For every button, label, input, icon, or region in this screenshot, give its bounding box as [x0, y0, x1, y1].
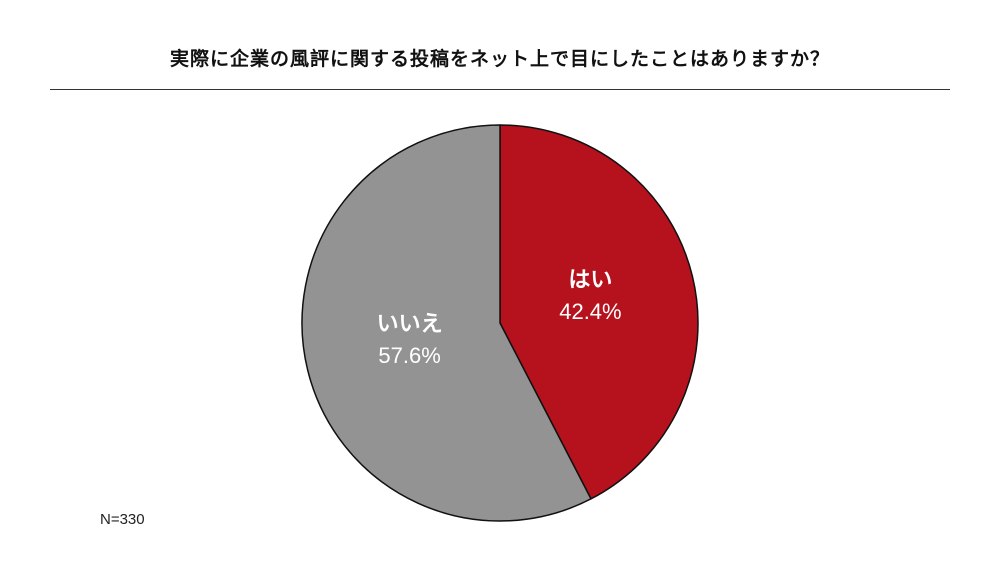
slice-category-label: いいえ [377, 312, 443, 337]
title-divider [50, 89, 950, 90]
slice-value-label: 42.4% [559, 299, 621, 324]
chart-title: 実際に企業の風評に関する投稿をネット上で目にしたことはありますか？ [169, 48, 830, 70]
slice-category-label: はい [568, 268, 612, 293]
pie-slice-no [301, 124, 592, 522]
slice-value-label: 57.6% [378, 343, 440, 368]
pie-slice-yes [499, 124, 699, 500]
sample-size-note: N=330 [100, 511, 145, 528]
